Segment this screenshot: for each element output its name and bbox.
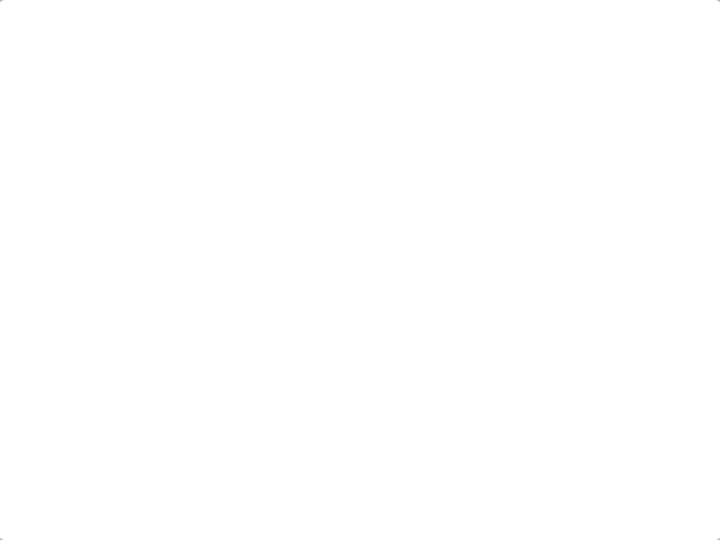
- Text: $P\cdot\nu^\gamma$ =cte: $P\cdot\nu^\gamma$ =cte: [274, 258, 353, 274]
- Text: $p_A$: $p_A$: [652, 399, 671, 417]
- Text: p: p: [86, 152, 101, 172]
- Text: $T_A$: $T_A$: [187, 272, 205, 290]
- Text: Con refrigeración del cilindro: Con refrigeración del cilindro: [240, 59, 480, 78]
- Text: BY: BY: [38, 507, 46, 511]
- Text: NC: NC: [54, 507, 63, 511]
- Text: p·νⁿ =cte;   1<n<γ: p·νⁿ =cte; 1<n<γ: [302, 96, 447, 111]
- Text: COMPRESÍN POLITROPICA: COMPRESÍN POLITROPICA: [244, 26, 476, 44]
- Text: ND: ND: [70, 507, 79, 511]
- Text: $p_D$: $p_D$: [652, 298, 672, 316]
- Text: BY  NC  ND: BY NC ND: [35, 522, 66, 527]
- Text: cc: cc: [22, 506, 30, 512]
- Text: ν: ν: [660, 492, 672, 512]
